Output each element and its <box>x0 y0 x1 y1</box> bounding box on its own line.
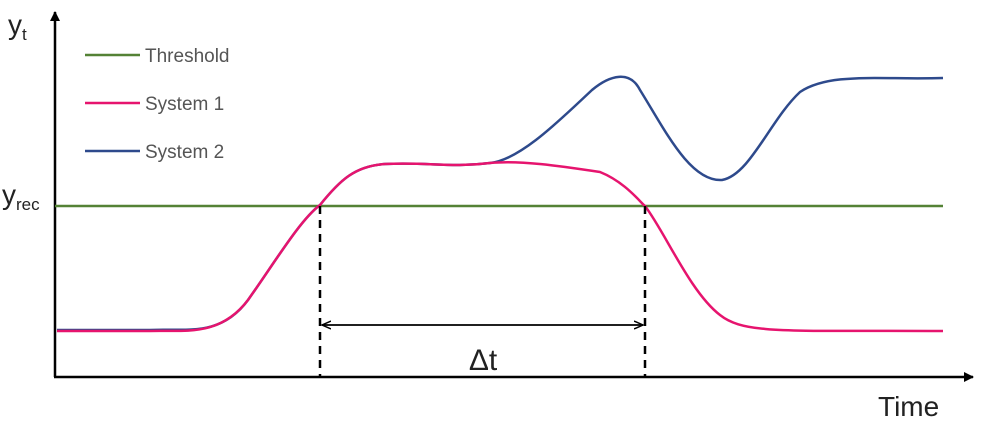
system-1-curve <box>57 160 944 333</box>
threshold-tick-label: yrec <box>2 179 40 214</box>
legend-label-system-1: System 1 <box>145 94 224 115</box>
y-axis-label-sub: t <box>22 25 27 44</box>
threshold-tick-main: y <box>2 179 16 210</box>
legend-label-system-2: System 2 <box>145 142 224 163</box>
y-axis-label: yt <box>8 9 27 44</box>
legend-label-threshold: Threshold <box>145 46 230 67</box>
legend-item-threshold: Threshold <box>85 46 230 67</box>
x-axis-label: Time <box>878 391 939 422</box>
threshold-tick-sub: rec <box>16 195 40 214</box>
legend-item-system-2: System 2 <box>85 142 224 163</box>
legend-item-system-1: System 1 <box>85 94 224 115</box>
legend: Threshold System 1 System 2 <box>85 46 230 163</box>
y-axis-label-main: y <box>8 9 22 40</box>
delta-t-label: Δt <box>469 344 498 377</box>
